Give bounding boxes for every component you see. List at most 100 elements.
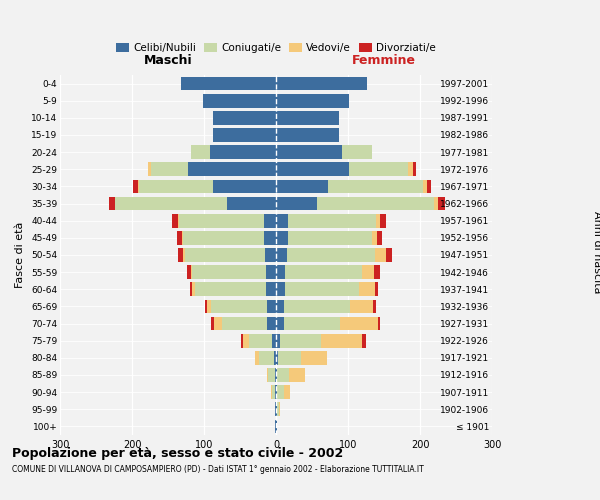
Bar (427, 180, 431, 194)
Bar (275, 420, 276, 434)
Bar (276, 231, 288, 244)
Text: Anni di nascita: Anni di nascita (592, 211, 600, 294)
Bar (179, 214, 264, 228)
Bar (288, 231, 373, 244)
Bar (284, 300, 350, 314)
Bar (268, 368, 275, 382)
Bar (276, 402, 277, 416)
Bar (212, 180, 276, 194)
Bar (227, 196, 276, 210)
Bar (193, 282, 196, 296)
Bar (214, 316, 222, 330)
Bar (276, 76, 367, 90)
Bar (205, 300, 207, 314)
Bar (212, 128, 276, 142)
Bar (115, 196, 227, 210)
Bar (276, 214, 288, 228)
Bar (264, 214, 276, 228)
Bar (377, 231, 382, 244)
Bar (362, 334, 366, 347)
Bar (434, 196, 438, 210)
Bar (276, 94, 349, 108)
Bar (133, 180, 139, 194)
Bar (276, 128, 340, 142)
Bar (191, 266, 193, 279)
Bar (276, 334, 280, 347)
Bar (286, 266, 362, 279)
Bar (374, 266, 380, 279)
Bar (276, 196, 317, 210)
Bar (423, 180, 427, 194)
Bar (276, 146, 342, 159)
Bar (386, 248, 392, 262)
Bar (178, 248, 183, 262)
Bar (317, 196, 434, 210)
Bar (284, 316, 340, 330)
Bar (276, 420, 277, 434)
Text: Femmine: Femmine (352, 54, 416, 68)
Bar (373, 300, 376, 314)
Bar (413, 162, 416, 176)
Bar (211, 300, 268, 314)
Bar (380, 214, 386, 228)
Bar (274, 351, 276, 364)
Bar (211, 316, 214, 330)
Bar (276, 386, 277, 399)
Bar (207, 300, 211, 314)
Bar (181, 76, 276, 90)
Bar (280, 334, 322, 347)
Bar (259, 351, 274, 364)
Bar (271, 386, 272, 399)
Bar (359, 282, 374, 296)
Bar (190, 282, 193, 296)
Bar (212, 111, 276, 124)
Bar (172, 214, 178, 228)
Bar (183, 248, 185, 262)
Bar (266, 282, 276, 296)
Bar (276, 266, 286, 279)
Bar (268, 300, 276, 314)
Bar (255, 351, 259, 364)
Bar (193, 266, 266, 279)
Bar (275, 368, 276, 382)
Bar (178, 214, 179, 228)
Bar (328, 180, 423, 194)
Bar (275, 386, 276, 399)
Bar (288, 214, 376, 228)
Bar (377, 316, 380, 330)
Bar (362, 266, 374, 279)
Bar (287, 248, 374, 262)
Bar (374, 282, 377, 296)
Bar (222, 316, 266, 330)
Bar (266, 316, 276, 330)
Bar (374, 248, 386, 262)
Bar (276, 300, 284, 314)
Bar (349, 162, 409, 176)
Bar (322, 334, 362, 347)
Text: Popolazione per età, sesso e stato civile - 2002: Popolazione per età, sesso e stato civil… (12, 448, 343, 460)
Bar (276, 316, 284, 330)
Bar (265, 248, 276, 262)
Legend: Celibi/Nubili, Coniugati/e, Vedovi/e, Divorziati/e: Celibi/Nubili, Coniugati/e, Vedovi/e, Di… (112, 39, 440, 57)
Bar (191, 146, 210, 159)
Bar (276, 111, 340, 124)
Bar (203, 94, 276, 108)
Bar (278, 351, 301, 364)
Bar (266, 266, 276, 279)
Bar (277, 368, 289, 382)
Bar (148, 162, 151, 176)
Bar (241, 334, 243, 347)
Text: Maschi: Maschi (143, 54, 193, 68)
Bar (243, 334, 248, 347)
Bar (350, 300, 373, 314)
Bar (187, 266, 191, 279)
Bar (188, 162, 276, 176)
Bar (272, 386, 275, 399)
Bar (139, 180, 212, 194)
Bar (272, 334, 276, 347)
Bar (264, 231, 276, 244)
Bar (277, 402, 279, 416)
Bar (183, 231, 264, 244)
Bar (109, 196, 115, 210)
Bar (301, 351, 327, 364)
